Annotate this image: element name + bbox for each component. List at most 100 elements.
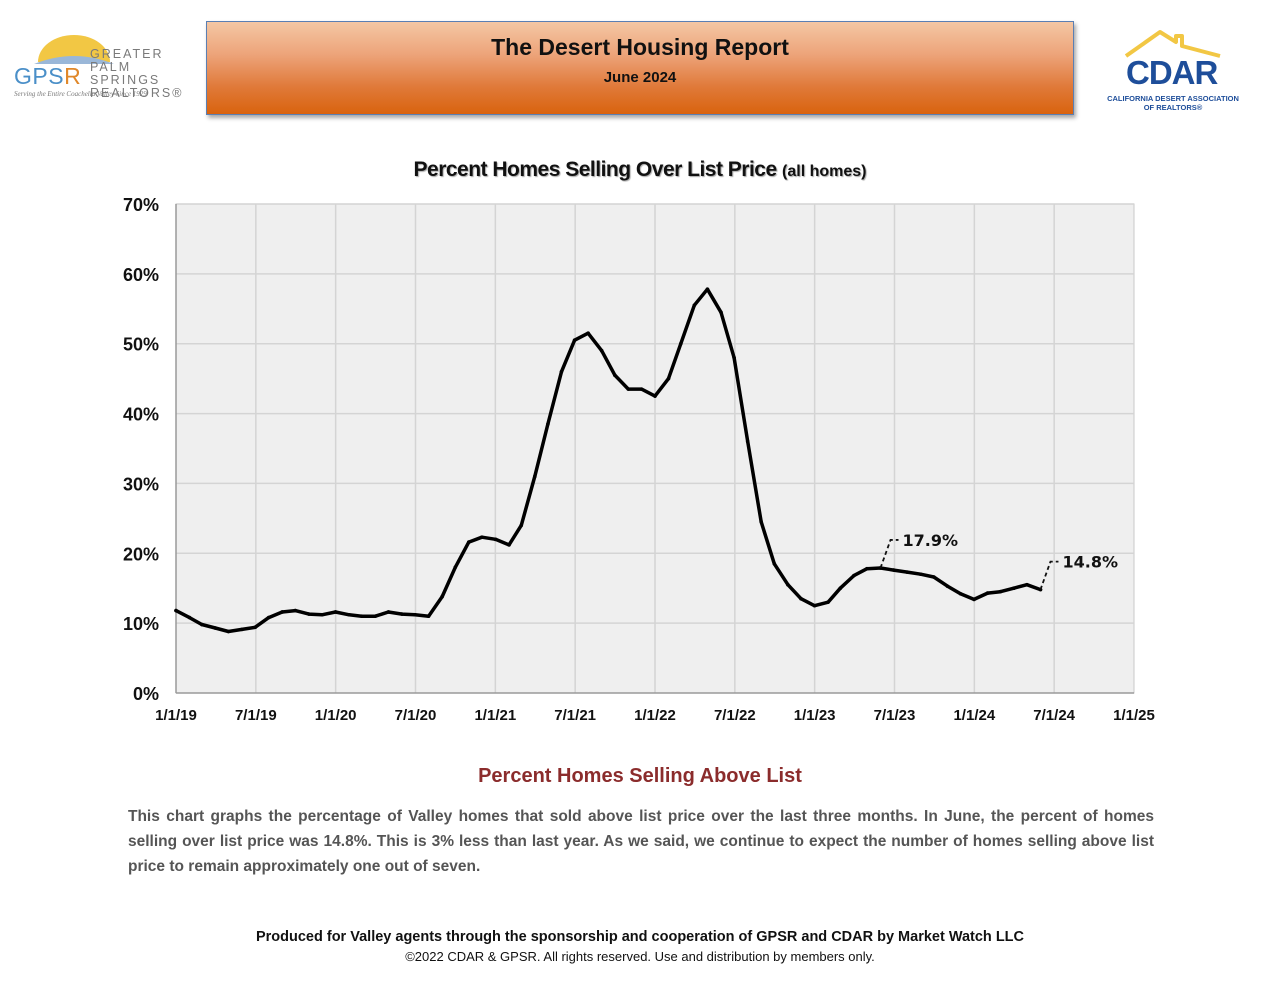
data-point <box>333 610 338 614</box>
chart-description: This chart graphs the percentage of Vall… <box>128 808 1154 875</box>
data-point <box>1012 586 1016 591</box>
x-tick-label: 7/1/22 <box>714 707 756 724</box>
report-header: The Desert Housing Report June 2024 <box>206 21 1074 115</box>
x-tick-label: 1/1/19 <box>155 707 197 724</box>
data-point <box>533 474 537 479</box>
data-point <box>972 597 976 602</box>
chart-title: Percent Homes Selling Over List Price (a… <box>413 158 867 181</box>
y-tick-label: 20% <box>123 544 159 564</box>
cdar-name-line2: OF REALTORS® <box>1143 103 1203 112</box>
data-point <box>612 373 617 377</box>
data-point <box>745 439 750 444</box>
data-point <box>905 570 909 574</box>
footer-copyright: ©2022 CDAR & GPSR. All rights reserved. … <box>405 949 875 964</box>
data-point <box>639 387 644 391</box>
x-tick-label: 7/1/19 <box>235 707 277 724</box>
line-chart: 0% 10% 20% 30% 40% 50% 60% 70% 1/1/19 7/1/19 1/1/2… <box>123 195 1155 724</box>
data-point <box>426 614 431 618</box>
data-point <box>852 573 856 578</box>
y-tick-label: 30% <box>123 474 159 494</box>
x-tick-label: 1/1/24 <box>953 707 995 724</box>
data-label: 17.9% <box>903 531 959 550</box>
data-point <box>307 612 311 616</box>
data-point <box>772 561 777 566</box>
data-point <box>559 369 564 374</box>
x-tick-label: 7/1/21 <box>554 707 596 724</box>
data-point <box>891 568 896 572</box>
annotation-leader <box>879 539 899 569</box>
gpsr-logo: GPSR GREATER PALM SPRINGS REALTORS® Serv… <box>10 34 195 106</box>
data-point <box>199 622 204 627</box>
x-tick-label: 7/1/23 <box>874 707 916 724</box>
data-point <box>599 348 604 353</box>
x-tick-label: 7/1/24 <box>1033 707 1075 724</box>
house-roof-icon <box>1124 30 1221 58</box>
gpsr-tagline: Serving the Entire Coachella Valley Sinc… <box>14 90 147 98</box>
data-point <box>187 615 192 620</box>
data-point <box>705 287 710 292</box>
data-point <box>213 626 218 630</box>
data-point <box>666 376 671 381</box>
cdar-wordmark: CDAR <box>1126 54 1218 91</box>
data-point <box>400 612 404 616</box>
data-point <box>1025 582 1029 587</box>
data-point <box>174 608 178 613</box>
cdar-name-line1: CALIFORNIA DESERT ASSOCIATION <box>1107 94 1239 103</box>
data-point <box>732 355 736 360</box>
data-point <box>586 331 590 336</box>
data-point <box>826 600 830 604</box>
x-tick-label: 1/1/21 <box>474 707 516 724</box>
data-point <box>572 338 577 343</box>
x-tick-label: 7/1/20 <box>395 707 437 724</box>
y-tick-label: 50% <box>123 335 159 355</box>
data-point <box>838 586 843 591</box>
series-line <box>174 287 1043 634</box>
x-tick-label: 1/1/23 <box>794 707 836 724</box>
gpsr-name: GREATER PALM SPRINGS REALTORS® <box>90 47 184 100</box>
data-point <box>865 566 869 571</box>
data-point <box>786 582 790 587</box>
report-date: June 2024 <box>603 69 677 86</box>
data-point <box>266 615 271 620</box>
y-tick-label: 10% <box>123 614 159 634</box>
data-point <box>958 592 963 596</box>
y-tick-label: 40% <box>123 405 159 425</box>
data-point <box>799 596 803 601</box>
annotation-leader <box>1039 560 1059 590</box>
data-point <box>320 612 324 617</box>
data-point <box>493 537 498 542</box>
data-point <box>373 614 378 618</box>
data-point <box>945 584 950 588</box>
data-point <box>293 608 298 613</box>
y-tick-label: 60% <box>123 265 159 285</box>
data-point <box>226 629 231 634</box>
x-tick-label: 1/1/20 <box>315 707 357 724</box>
data-point <box>918 572 923 577</box>
data-point <box>519 523 524 528</box>
data-point <box>719 310 723 315</box>
data-point <box>480 535 484 540</box>
data-point <box>759 520 764 524</box>
data-point <box>653 394 657 398</box>
sun-icon <box>34 35 114 64</box>
footer-credit: Produced for Valley agents through the s… <box>255 929 1025 945</box>
data-point <box>812 603 817 608</box>
cdar-logo: CDAR CALIFORNIA DESERT ASSOCIATION OF RE… <box>1098 28 1250 116</box>
section-title: Percent Homes Selling Above List <box>478 765 802 787</box>
data-point <box>998 589 1003 594</box>
data-point <box>413 612 417 617</box>
data-point <box>347 612 351 617</box>
data-point <box>985 591 990 595</box>
y-tick-label: 0% <box>133 684 159 704</box>
data-point <box>507 543 511 547</box>
report-title: The Desert Housing Report <box>491 34 789 60</box>
data-label: 14.8% <box>1062 553 1118 572</box>
gpsr-abbrev: GPSR <box>14 63 82 89</box>
x-tick-label: 1/1/25 <box>1113 707 1155 724</box>
data-point <box>678 341 683 346</box>
x-tick-label: 1/1/22 <box>634 707 676 724</box>
data-point <box>440 594 444 599</box>
y-tick-label: 70% <box>123 195 159 215</box>
data-point <box>240 627 244 632</box>
data-point <box>253 625 257 630</box>
